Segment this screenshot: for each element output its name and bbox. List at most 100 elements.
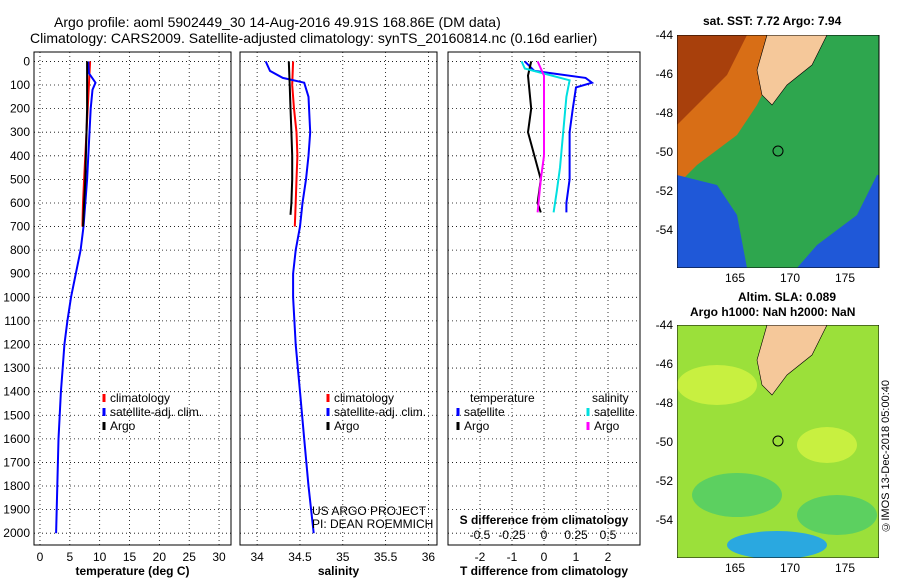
x2-tick-label: -0.25 xyxy=(498,528,526,542)
map-bottom-lon-axis: 165 170 175 xyxy=(677,560,879,576)
x-axis-label: salinity xyxy=(318,564,360,578)
x-tick-label: -2 xyxy=(475,550,486,564)
map-bottom-lat-axis: -44 -46 -48 -50 -52 -54 xyxy=(648,318,676,558)
legend-header: temperature xyxy=(470,391,535,405)
lon-tick-label: 170 xyxy=(780,561,801,575)
map-top-lat-axis: -44 -46 -48 -50 -52 -54 xyxy=(648,28,676,268)
y-tick-label: 1100 xyxy=(4,314,30,328)
x-tick-label: 15 xyxy=(123,550,137,564)
map-bottom-title1: Altim. SLA: 0.089 xyxy=(738,290,837,304)
legend-header: salinity xyxy=(592,391,629,405)
lon-tick-label: 175 xyxy=(835,271,856,285)
x-tick-label: 25 xyxy=(183,550,197,564)
temperature-panel: 0 5 10 15 20 25 300100200300400500600700800900… xyxy=(3,51,232,578)
legend-label: satellite-adj. clim. xyxy=(110,405,202,419)
legend-label: satellite-adj. clim. xyxy=(334,405,426,419)
y-tick-label: 1600 xyxy=(3,432,30,446)
y-tick-label: 2000 xyxy=(3,526,30,540)
x-tick-label: 5 xyxy=(66,550,73,564)
y-tick-label: 100 xyxy=(10,78,30,92)
project-note: US ARGO PROJECT PI: DEAN ROEMMICH xyxy=(312,505,433,531)
series-line xyxy=(55,61,97,534)
legend-label: satellite xyxy=(464,405,505,419)
lat-tick-label: -46 xyxy=(655,357,673,371)
series-line xyxy=(520,60,571,213)
plot-frame xyxy=(33,51,232,546)
legend-label: Argo xyxy=(110,419,136,433)
lat-tick-label: -48 xyxy=(655,396,673,410)
y-tick-label: 1700 xyxy=(3,455,30,469)
x-tick-label: 35 xyxy=(336,550,350,564)
map-top-title: sat. SST: 7.72 Argo: 7.94 xyxy=(703,14,842,28)
lat-tick-label: -50 xyxy=(655,145,673,159)
x-tick-label: 0 xyxy=(541,550,548,564)
x2-tick-label: -0.5 xyxy=(470,528,491,542)
x-tick-label: 10 xyxy=(93,550,107,564)
y-tick-label: 1000 xyxy=(3,290,30,304)
map-bottom-title2: Argo h1000: NaN h2000: NaN xyxy=(690,305,856,319)
y-tick-label: 500 xyxy=(10,172,30,186)
figure-title-line1: Argo profile: aoml 5902449_30 14-Aug-201… xyxy=(54,14,501,30)
lat-tick-label: -54 xyxy=(655,223,673,237)
y-tick-label: 1800 xyxy=(3,479,30,493)
y-tick-label: 1900 xyxy=(3,503,30,517)
series-line xyxy=(264,60,315,534)
legend-label: Argo xyxy=(464,419,490,433)
x-tick-label: -1 xyxy=(507,550,518,564)
y-tick-label: 0 xyxy=(23,54,30,68)
series-line xyxy=(82,61,89,227)
lat-tick-label: -44 xyxy=(655,28,673,42)
lon-tick-label: 165 xyxy=(725,561,746,575)
lon-tick-label: 170 xyxy=(780,271,801,285)
series-line xyxy=(536,60,545,213)
x2-tick-label: 0 xyxy=(541,528,548,542)
project-line2: PI: DEAN ROEMMICH xyxy=(312,517,434,531)
x-tick-label: 2 xyxy=(605,550,612,564)
y-tick-label: 1500 xyxy=(3,408,30,422)
y-tick-label: 800 xyxy=(10,243,30,257)
legend-label: Argo xyxy=(594,419,620,433)
series-line xyxy=(287,61,294,215)
x2-tick-label: 0.25 xyxy=(564,528,588,542)
legend-label: satellite xyxy=(594,405,635,419)
y-tick-label: 400 xyxy=(10,149,30,163)
lat-tick-label: -44 xyxy=(655,318,673,332)
y-tick-label: 1200 xyxy=(3,337,30,351)
figure-title-line2: Climatology: CARS2009. Satellite-adjuste… xyxy=(30,30,598,46)
series-line xyxy=(291,61,299,227)
project-line1: US ARGO PROJECT xyxy=(312,504,427,518)
series-line xyxy=(524,60,595,213)
lon-tick-label: 175 xyxy=(835,561,856,575)
plot-frame xyxy=(239,51,438,546)
x-tick-label: 36 xyxy=(422,550,436,564)
lat-tick-label: -46 xyxy=(655,67,673,81)
lat-tick-label: -52 xyxy=(655,474,673,488)
salinity-panel: 34 34.5 35 35.5 36 salinity climatologysatelli… xyxy=(239,51,438,578)
sla-map[interactable] xyxy=(677,325,879,558)
lat-tick-label: -54 xyxy=(655,513,673,527)
x-axis-label: temperature (deg C) xyxy=(75,564,189,578)
x-tick-label: 34.5 xyxy=(288,550,312,564)
y-tick-label: 1400 xyxy=(3,385,30,399)
x-tick-label: 0 xyxy=(37,550,44,564)
x2-tick-label: 0.5 xyxy=(600,528,617,542)
difference-panel: -2 -1 0 1 2T difference from climatology S di… xyxy=(447,51,641,578)
x-tick-label: 1 xyxy=(573,550,580,564)
x-tick-label: 20 xyxy=(153,550,167,564)
lon-tick-label: 165 xyxy=(725,271,746,285)
x2-axis-label: S difference from climatology xyxy=(460,513,629,527)
credit-stamp: ©IMOS 13-Dec-2018 05:00:40 xyxy=(880,380,892,533)
y-tick-label: 700 xyxy=(10,220,30,234)
lat-tick-label: -50 xyxy=(655,435,673,449)
x-tick-label: 35.5 xyxy=(374,550,398,564)
legend-label: climatology xyxy=(110,391,170,405)
map-top-lon-axis: 165 170 175 xyxy=(677,270,879,286)
sst-map[interactable] xyxy=(677,35,899,268)
x-tick-label: 30 xyxy=(212,550,226,564)
legend-label: Argo xyxy=(334,419,360,433)
y-tick-label: 1300 xyxy=(3,361,30,375)
lat-tick-label: -52 xyxy=(655,184,673,198)
x-axis-label: T difference from climatology xyxy=(460,564,628,578)
y-tick-label: 900 xyxy=(10,267,30,281)
